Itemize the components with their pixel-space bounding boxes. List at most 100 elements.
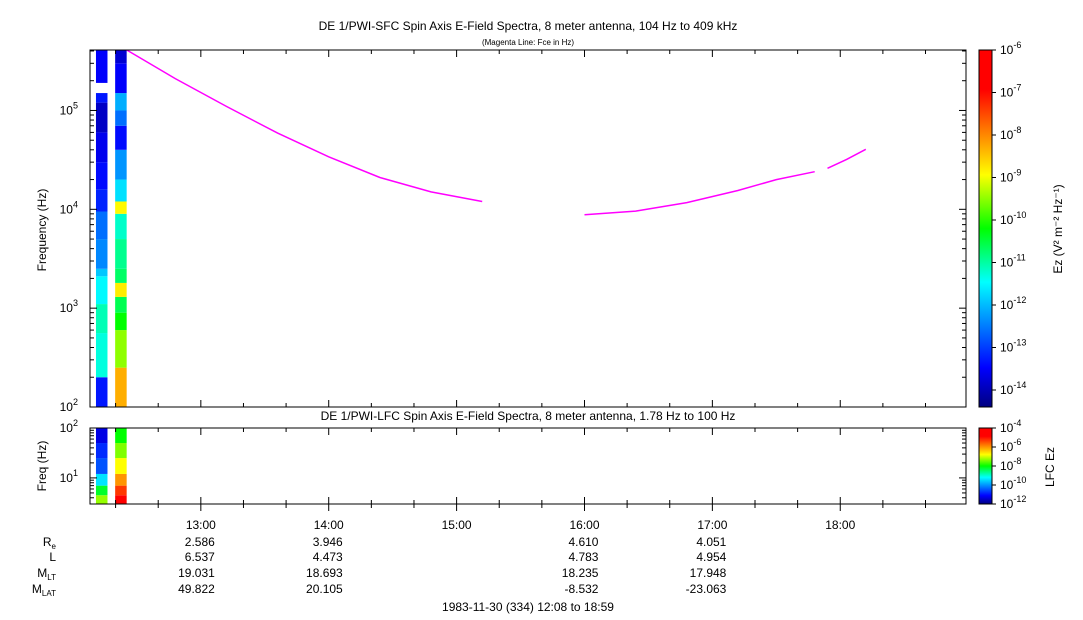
heatmap-cell xyxy=(115,485,127,496)
heatmap-cell xyxy=(95,485,108,496)
x-tick-label: 18:00 xyxy=(825,518,855,532)
heatmap-cell xyxy=(95,50,108,83)
colorbar-tick-label: 10-11 xyxy=(1000,253,1026,270)
bottom-chart-title: DE 1/PWI-LFC Spin Axis E-Field Spectra, … xyxy=(321,409,736,423)
x-axis: 13:00 14:00 15:00 16:00 17:00 18:00 xyxy=(115,50,927,532)
heatmap-cell xyxy=(95,473,108,486)
y-tick-label: 102 xyxy=(60,418,78,435)
heatmap-cell xyxy=(115,367,127,407)
ephemeris-value: 49.822 xyxy=(178,582,215,596)
heatmap-cell xyxy=(115,110,127,126)
top-chart-title: DE 1/PWI-SFC Spin Axis E-Field Spectra, … xyxy=(319,19,738,33)
heatmap-cell xyxy=(95,443,108,459)
colorbar-tick-label: 10-9 xyxy=(1000,168,1021,185)
ephemeris-value: 18.235 xyxy=(562,566,599,580)
heatmap-cell xyxy=(115,63,127,94)
top-colorbar xyxy=(978,49,993,408)
ephemeris-value: 3.946 xyxy=(313,535,343,549)
fce-line-segment xyxy=(126,50,483,203)
bottom-colorbar xyxy=(978,427,993,505)
ephemeris-value: 20.105 xyxy=(306,582,343,596)
heatmap-cell xyxy=(95,333,108,378)
heatmap-cell xyxy=(115,213,127,240)
heatmap-cell xyxy=(115,149,127,180)
top-heatmap xyxy=(95,50,127,407)
colorbar-tick-label: 10-14 xyxy=(1000,380,1026,397)
heatmap-cell xyxy=(115,239,127,269)
bottom-colorbar-ticks: 10-4 10-6 10-8 10-10 10-12 xyxy=(992,418,1026,511)
heatmap-cell xyxy=(115,473,127,486)
colorbar-tick-label: 10-8 xyxy=(1000,456,1021,473)
ephemeris-value: 4.610 xyxy=(568,535,598,549)
heatmap-cell xyxy=(95,428,108,444)
colorbar-tick-label: 10-12 xyxy=(1000,494,1026,511)
ephemeris-value: 4.954 xyxy=(696,550,726,564)
heatmap-cell xyxy=(95,211,108,240)
top-plot-frame xyxy=(89,49,967,408)
ephemeris-value: 4.783 xyxy=(568,550,598,564)
colorbar-tick-label: 10-6 xyxy=(1000,40,1021,57)
fce-line-segment xyxy=(827,148,867,169)
ephemeris-row-label: Re xyxy=(43,535,57,551)
fce-line-segment xyxy=(584,170,815,216)
ephemeris-row-label: L xyxy=(49,550,56,564)
heatmap-cell xyxy=(115,495,127,504)
heatmap-cell xyxy=(115,201,127,214)
x-tick-label: 13:00 xyxy=(186,518,216,532)
heatmap-cell xyxy=(95,93,108,103)
heatmap-cell xyxy=(115,93,127,111)
heatmap-cell xyxy=(95,276,108,305)
ephemeris-value: -23.063 xyxy=(686,582,727,596)
heatmap-cell xyxy=(115,428,127,444)
bottom-y-axis: 101 102 xyxy=(60,418,966,505)
top-chart-subtitle: (Magenta Line: Fce in Hz) xyxy=(482,38,574,47)
colorbar-tick-label: 10-6 xyxy=(1000,437,1021,454)
top-y-axis-label: Frequency (Hz) xyxy=(35,189,49,272)
colorbar-tick-label: 10-7 xyxy=(1000,83,1021,100)
heatmap-cell xyxy=(115,268,127,283)
heatmap-cell xyxy=(115,312,127,331)
ephemeris-value: 4.473 xyxy=(313,550,343,564)
y-tick-label: 101 xyxy=(60,468,78,485)
bottom-colorbar-label: LFC Ez xyxy=(1043,447,1057,487)
x-tick-label: 15:00 xyxy=(442,518,472,532)
heatmap-cell xyxy=(95,268,108,277)
colorbar-tick-label: 10-12 xyxy=(1000,295,1026,312)
heatmap-cell xyxy=(95,495,108,504)
ephemeris-value: 19.031 xyxy=(178,566,215,580)
heatmap-cell xyxy=(115,296,127,313)
bottom-heatmap xyxy=(95,428,127,504)
y-tick-label: 103 xyxy=(60,298,78,315)
x-tick-label: 17:00 xyxy=(697,518,727,532)
ephemeris-value: 18.693 xyxy=(306,566,343,580)
heatmap-cell xyxy=(95,102,108,133)
heatmap-cell xyxy=(115,50,127,64)
heatmap-cell xyxy=(115,330,127,368)
ephemeris-value: 17.948 xyxy=(690,566,727,580)
x-tick-label: 16:00 xyxy=(569,518,599,532)
heatmap-cell xyxy=(115,443,127,459)
ephemeris-value: -8.532 xyxy=(564,582,598,596)
bottom-plot-frame xyxy=(89,427,967,505)
heatmap-cell xyxy=(115,458,127,474)
heatmap-cell xyxy=(95,189,108,212)
colorbar-tick-label: 10-8 xyxy=(1000,125,1021,142)
fce-line-layer xyxy=(126,50,867,216)
bottom-y-axis-label: Freq (Hz) xyxy=(35,441,49,492)
ephemeris-value: 4.051 xyxy=(696,535,726,549)
ephemeris-value: 2.586 xyxy=(185,535,215,549)
heatmap-cell xyxy=(95,304,108,334)
y-tick-label: 105 xyxy=(60,100,78,117)
x-tick-label: 14:00 xyxy=(314,518,344,532)
heatmap-cell xyxy=(115,125,127,150)
top-colorbar-ticks: 10-6 10-7 10-8 10-9 10-10 10-11 10-12 10-13 10-1… xyxy=(992,40,1026,397)
ephemeris-value: 6.537 xyxy=(185,550,215,564)
heatmap-cell xyxy=(115,179,127,202)
ephemeris-row-label: MLAT xyxy=(32,582,56,598)
top-colorbar-label: Ez (V² m⁻² Hz⁻¹) xyxy=(1051,184,1065,273)
y-tick-label: 104 xyxy=(60,199,78,216)
heatmap-cell xyxy=(95,239,108,269)
colorbar-tick-label: 10-10 xyxy=(1000,475,1026,492)
